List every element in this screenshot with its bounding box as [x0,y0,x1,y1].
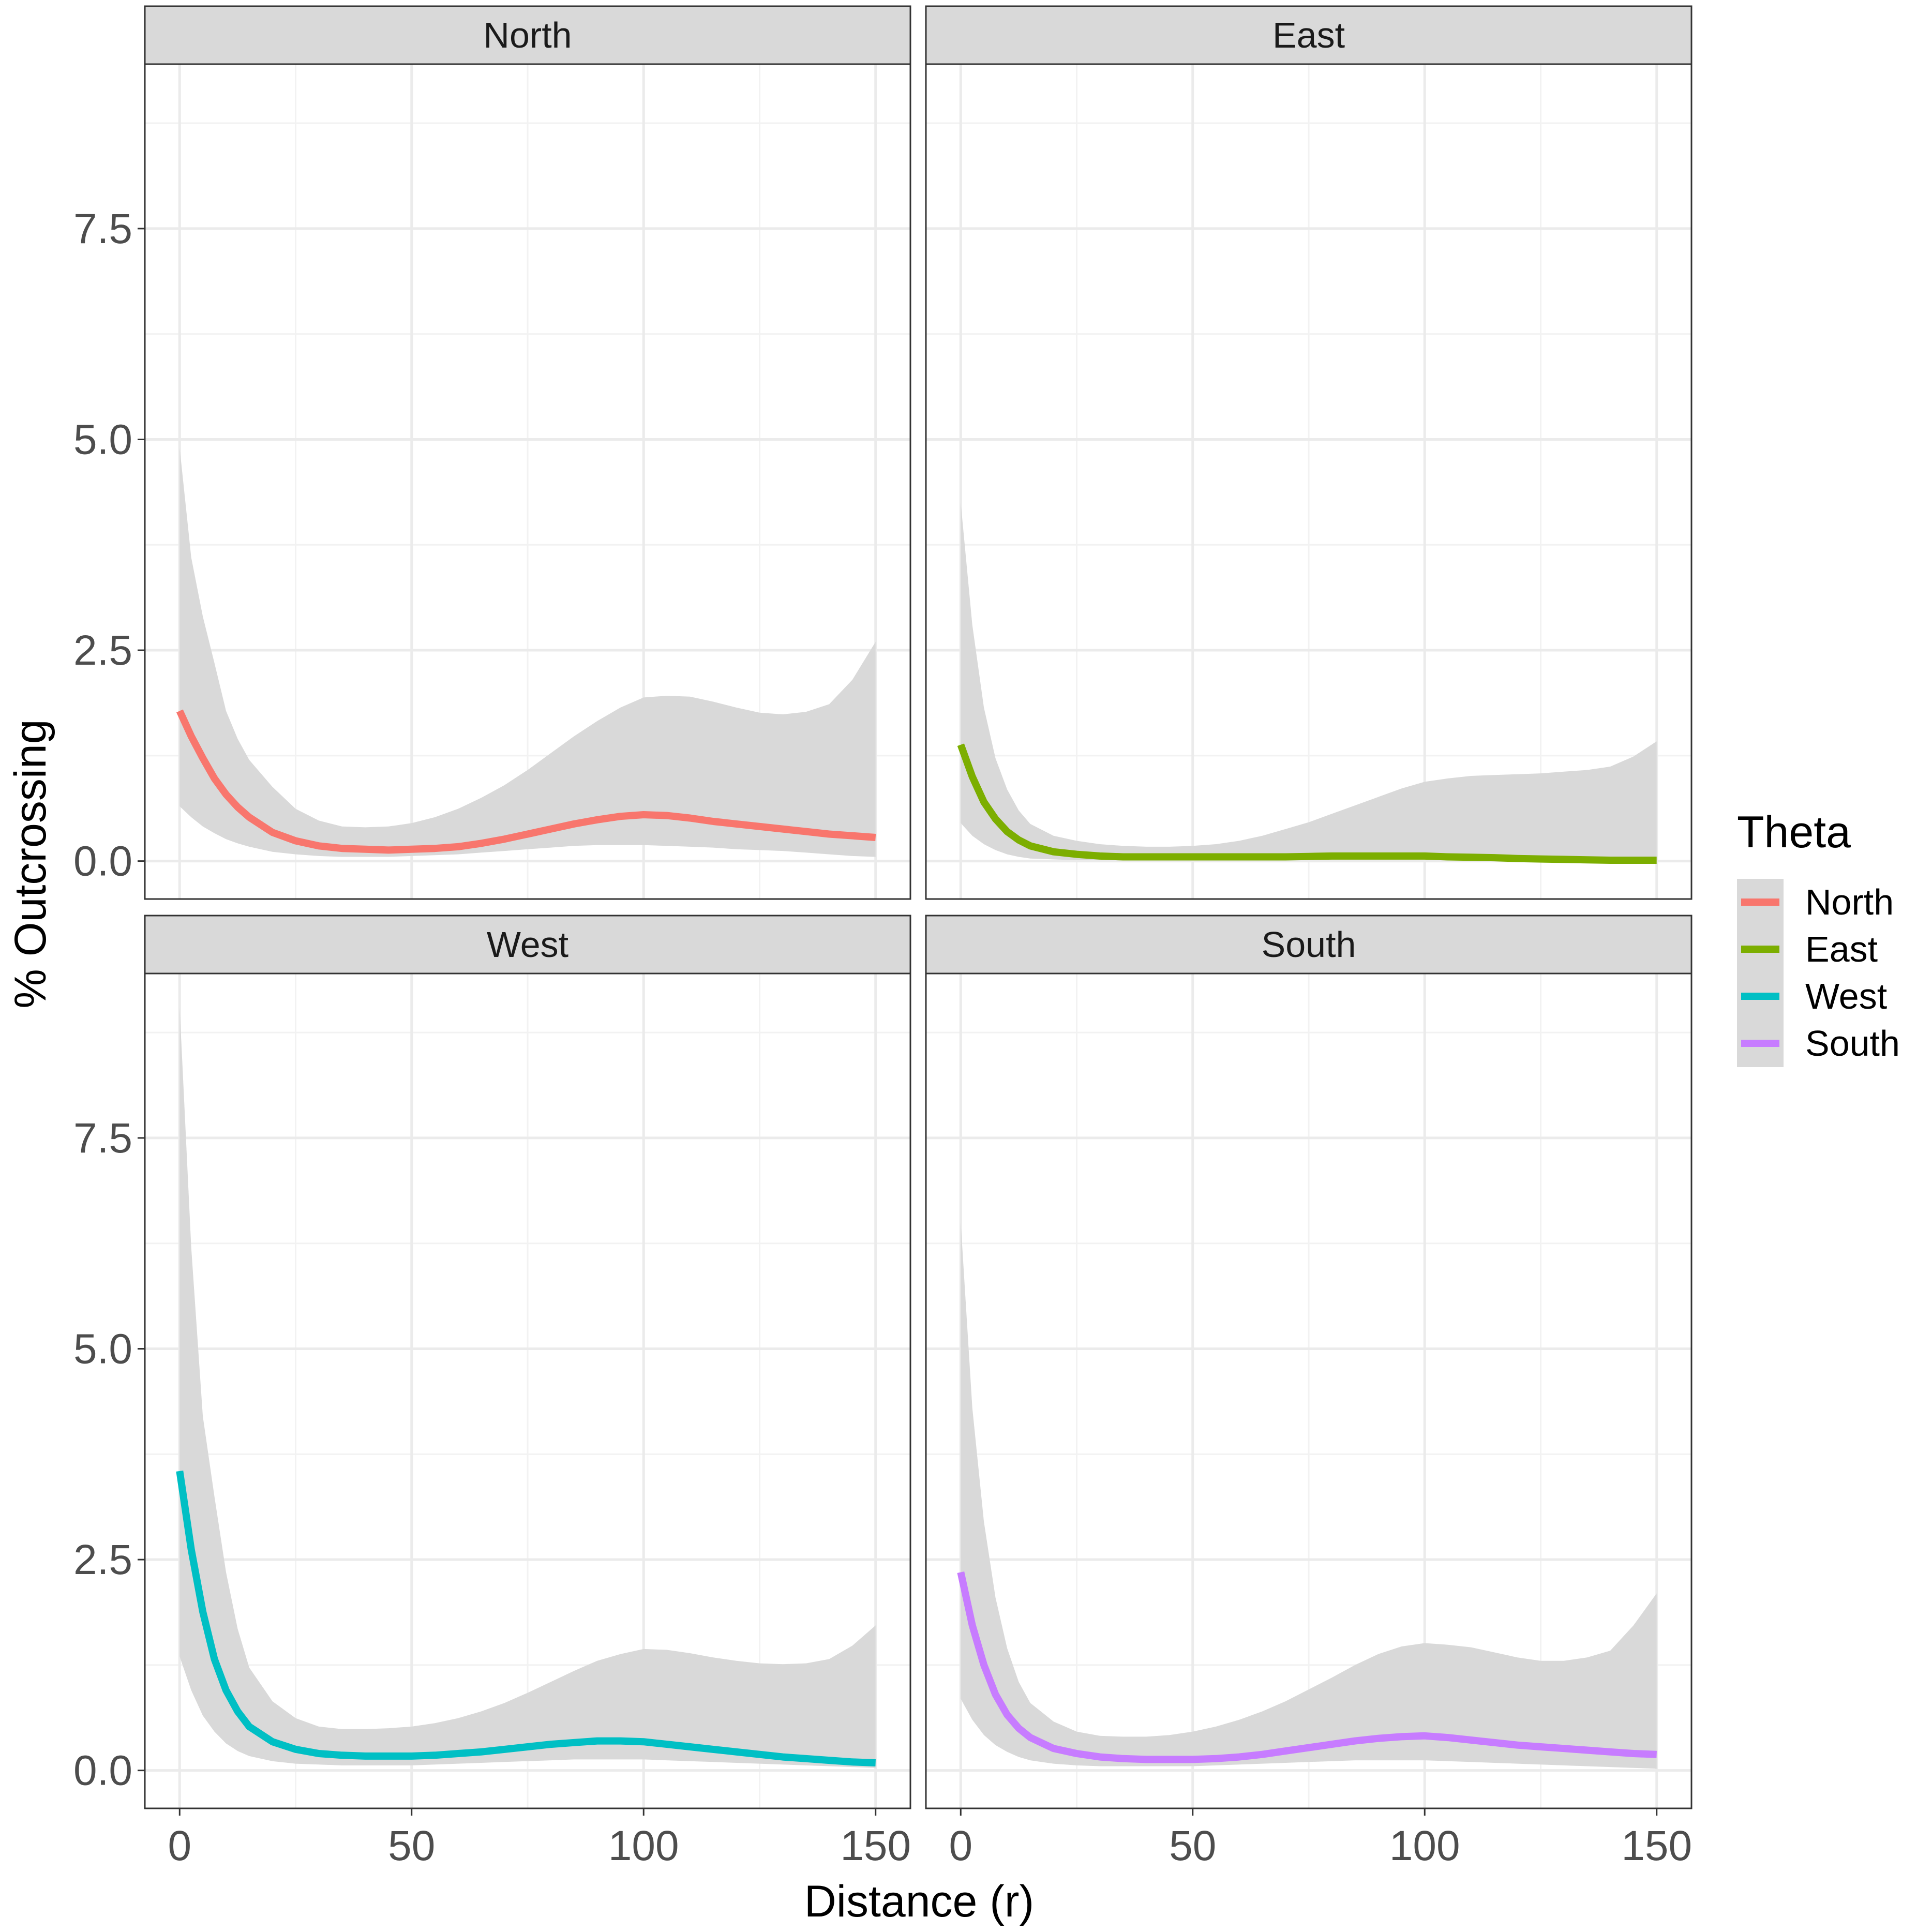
facet-strip-label: North [483,15,572,55]
confidence-ribbon-south [961,1222,1657,1769]
facet-strip-label: East [1272,15,1345,55]
legend-label: North [1805,882,1894,922]
x-axis-title: Distance (r) [804,1877,1034,1926]
y-tick-label: 0.0 [73,838,132,885]
facet-strip [925,915,1693,975]
panel-north: North 0.0 2.5 5.0 7.5 [73,5,911,900]
panel-east: East [925,5,1693,900]
legend-label: West [1805,976,1887,1016]
x-tick-label: 0 [168,1822,191,1869]
x-tick-label: 100 [1389,1822,1460,1869]
legend-label: East [1805,929,1878,969]
confidence-ribbon-west [179,1007,876,1768]
x-tick-label: 150 [840,1822,911,1869]
y-tick-label: 2.5 [73,627,132,674]
legend-item-east: East [1737,926,1878,973]
panel-south: South 0 50 100 150 [925,915,1693,1869]
y-tick-label: 7.5 [73,1115,132,1162]
y-tick-label: 2.5 [73,1536,132,1583]
facet-strip-label: South [1262,924,1356,965]
legend-item-north: North [1737,879,1894,926]
legend-label: South [1805,1023,1900,1064]
confidence-ribbon-north [179,447,876,857]
facet-strip [925,5,1693,65]
confidence-ribbon-east [961,502,1657,861]
legend-title: Theta [1737,807,1851,857]
y-axis-title: % Outcrossing [6,719,55,1008]
x-tick-label: 50 [1169,1822,1216,1869]
series-line-east [957,743,1657,864]
x-tick-label: 0 [949,1822,972,1869]
facet-panels: North 0.0 2.5 5.0 7.5 East West 0.0 2.5 5.0 7.5 0 50… [73,5,1693,1869]
x-tick-label: 150 [1621,1822,1692,1869]
facet-strip-label: West [487,924,568,965]
series-line-north [176,709,876,854]
panel-west: West 0.0 2.5 5.0 7.5 0 50 100 150 [73,915,911,1869]
x-tick-label: 50 [388,1822,435,1869]
y-tick-label: 5.0 [73,1325,132,1372]
y-tick-label: 7.5 [73,205,132,252]
y-tick-label: 0.0 [73,1747,132,1794]
x-tick-label: 100 [608,1822,679,1869]
legend-item-south: South [1737,1020,1900,1067]
series-line-west [176,1470,876,1766]
y-tick-label: 5.0 [73,416,132,463]
series-line-south [957,1571,1657,1763]
legend-item-west: West [1737,973,1887,1020]
facet-strip [144,915,911,975]
facet-strip [144,5,911,65]
legend: Theta North East West South [1737,807,1900,1067]
